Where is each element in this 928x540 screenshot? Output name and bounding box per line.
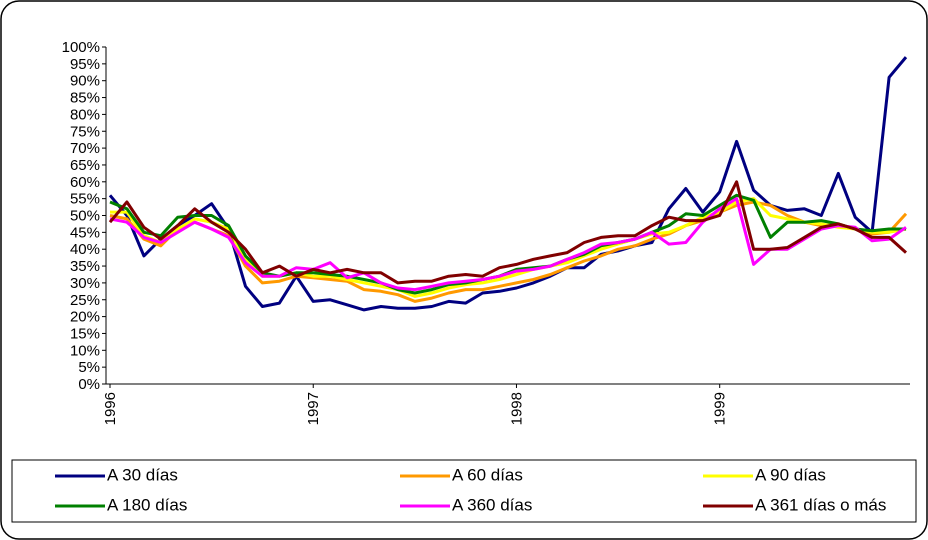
y-tick-label: 15% xyxy=(70,325,100,342)
legend-label: A 30 días xyxy=(107,465,178,484)
y-tick-label: 25% xyxy=(70,292,100,309)
legend-label: A 60 días xyxy=(452,465,523,484)
y-tick-label: 20% xyxy=(70,309,100,326)
y-tick-label: 30% xyxy=(70,275,100,292)
legend-label: A 90 días xyxy=(755,465,826,484)
y-tick-label: 65% xyxy=(70,157,100,174)
y-tick-label: 95% xyxy=(70,56,100,73)
y-tick-label: 45% xyxy=(70,224,100,241)
y-tick-label: 100% xyxy=(62,39,100,56)
x-tick-label: 1997 xyxy=(305,392,322,425)
y-tick-label: 85% xyxy=(70,90,100,107)
legend-label: A 360 días xyxy=(452,495,532,514)
y-tick-label: 80% xyxy=(70,106,100,123)
series-line xyxy=(110,197,907,298)
y-tick-label: 35% xyxy=(70,258,100,275)
y-tick-label: 0% xyxy=(78,376,100,393)
y-tick-label: 90% xyxy=(70,73,100,90)
x-tick-label: 1999 xyxy=(712,392,729,425)
legend-label: A 180 días xyxy=(107,495,187,514)
series-line xyxy=(108,180,908,285)
y-tick-label: 40% xyxy=(70,241,100,258)
legend-box xyxy=(11,459,917,523)
y-tick-label: 5% xyxy=(78,359,100,376)
x-tick-label: 1996 xyxy=(102,392,119,425)
y-tick-label: 50% xyxy=(70,208,100,225)
y-tick-label: 60% xyxy=(70,174,100,191)
y-tick-label: 70% xyxy=(70,140,100,157)
legend-label: A 361 días o más xyxy=(755,495,886,514)
y-tick-label: 75% xyxy=(70,123,100,140)
x-tick-label: 1998 xyxy=(508,392,525,425)
y-tick-label: 10% xyxy=(70,342,100,359)
y-tick-label: 55% xyxy=(70,191,100,208)
